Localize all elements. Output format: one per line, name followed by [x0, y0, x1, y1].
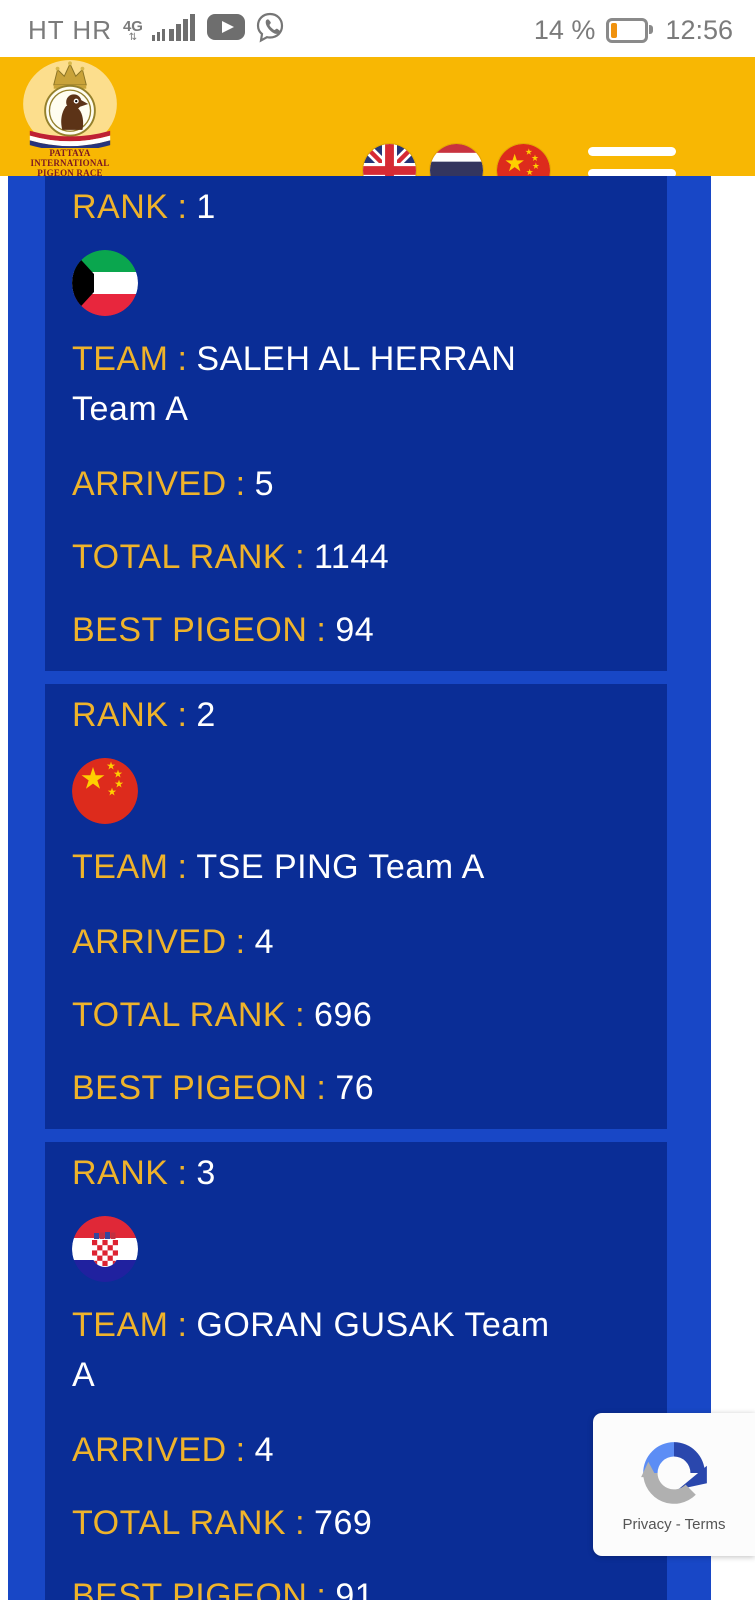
rank-label: RANK: [72, 1154, 169, 1192]
recaptcha-icon: [641, 1442, 707, 1504]
total-rank-row: TOTAL RANK:1144: [72, 538, 390, 576]
total-rank-label: TOTAL RANK: [72, 996, 287, 1034]
viber-icon: [254, 11, 286, 50]
site-logo[interactable]: PATTAYA INTERNATIONAL PIGEON RACE: [10, 60, 130, 178]
arrived-label: ARRIVED: [72, 465, 227, 503]
best-pigeon-value: 91: [335, 1577, 375, 1600]
kuwait-flag-icon: [72, 250, 138, 316]
rank-row: RANK:3: [72, 1154, 216, 1192]
team-label: TEAM: [72, 1306, 169, 1344]
team-row: TEAM: GORAN GUSAK Team A: [72, 1306, 550, 1394]
arrived-label: ARRIVED: [72, 1431, 227, 1469]
network-type-indicator: 4G ⇅: [123, 19, 143, 43]
youtube-icon: [206, 13, 245, 48]
team-value: GORAN GUSAK Team A: [72, 1306, 550, 1394]
best-pigeon-row: BEST PIGEON:76: [72, 1069, 375, 1107]
carrier-label: HT HR: [28, 15, 112, 45]
signal-bars-icon: [151, 13, 198, 48]
privacy-terms-links[interactable]: Privacy - Terms: [622, 1516, 726, 1533]
total-rank-label: TOTAL RANK: [72, 1504, 287, 1542]
best-pigeon-row: BEST PIGEON:91: [72, 1573, 629, 1600]
battery-icon: [606, 18, 654, 43]
logo-title-line1: PATTAYA INTERNATIONAL: [30, 148, 110, 168]
updown-arrows-icon: ⇅: [128, 31, 138, 43]
team-row: TEAM: TSE PING Team A: [72, 848, 485, 886]
rank-value: 3: [196, 1154, 216, 1192]
best-pigeon-label: BEST PIGEON: [72, 611, 308, 649]
team-label: TEAM: [72, 340, 169, 378]
best-pigeon-value: 94: [335, 611, 375, 649]
best-pigeon-label: BEST PIGEON: [72, 1577, 308, 1600]
ranking-list: RANK:1 TEAM: SALEH AL HERRAN Team A ARRI: [8, 176, 711, 1600]
arrived-row: ARRIVED:4: [72, 923, 275, 961]
arrived-row: ARRIVED:4: [72, 1431, 275, 1469]
network-type-label: 4G: [122, 17, 143, 35]
team-rank-card: RANK:1 TEAM: SALEH AL HERRAN Team A ARRI: [45, 176, 667, 671]
arrived-label: ARRIVED: [72, 923, 227, 961]
best-pigeon-label: BEST PIGEON: [72, 1069, 308, 1107]
rank-row: RANK:2: [72, 696, 216, 734]
total-rank-row: TOTAL RANK:769: [72, 1504, 373, 1542]
clock-label: 12:56: [665, 15, 733, 45]
total-rank-label: TOTAL RANK: [72, 538, 287, 576]
croatia-flag-icon: [72, 1216, 138, 1282]
rank-row: RANK:1: [72, 188, 216, 226]
best-pigeon-value: 76: [335, 1069, 375, 1107]
best-pigeon-row: BEST PIGEON:94: [72, 611, 375, 649]
battery-percent-label: 14 %: [533, 15, 596, 45]
rank-value: 1: [196, 188, 216, 226]
rank-label: RANK: [72, 696, 169, 734]
rank-label: RANK: [72, 188, 169, 226]
logo-title-line2: PIGEON RACE: [37, 168, 103, 178]
china-flag-icon: [72, 758, 138, 824]
total-rank-value: 769: [314, 1504, 373, 1542]
status-bar: HT HR 4G ⇅: [0, 0, 755, 57]
app-header: PATTAYA INTERNATIONAL PIGEON RACE: [0, 57, 755, 200]
total-rank-row: TOTAL RANK:696: [72, 996, 373, 1034]
arrived-row: ARRIVED:5: [72, 465, 275, 503]
total-rank-value: 696: [314, 996, 373, 1034]
team-value: SALEH AL HERRAN Team A: [72, 340, 517, 428]
team-value: TSE PING Team A: [196, 848, 485, 886]
rank-value: 2: [196, 696, 216, 734]
pigeon-logo-icon: [23, 60, 117, 148]
arrived-value: 5: [254, 465, 275, 503]
arrived-value: 4: [254, 923, 275, 961]
arrived-value: 4: [254, 1431, 275, 1469]
team-label: TEAM: [72, 848, 169, 886]
team-rank-card: RANK:2: [45, 684, 667, 1129]
team-row: TEAM: SALEH AL HERRAN Team A: [72, 340, 517, 428]
recaptcha-badge: Privacy - Terms: [593, 1413, 755, 1556]
team-rank-card: RANK:3: [45, 1142, 667, 1600]
total-rank-value: 1144: [314, 538, 390, 576]
